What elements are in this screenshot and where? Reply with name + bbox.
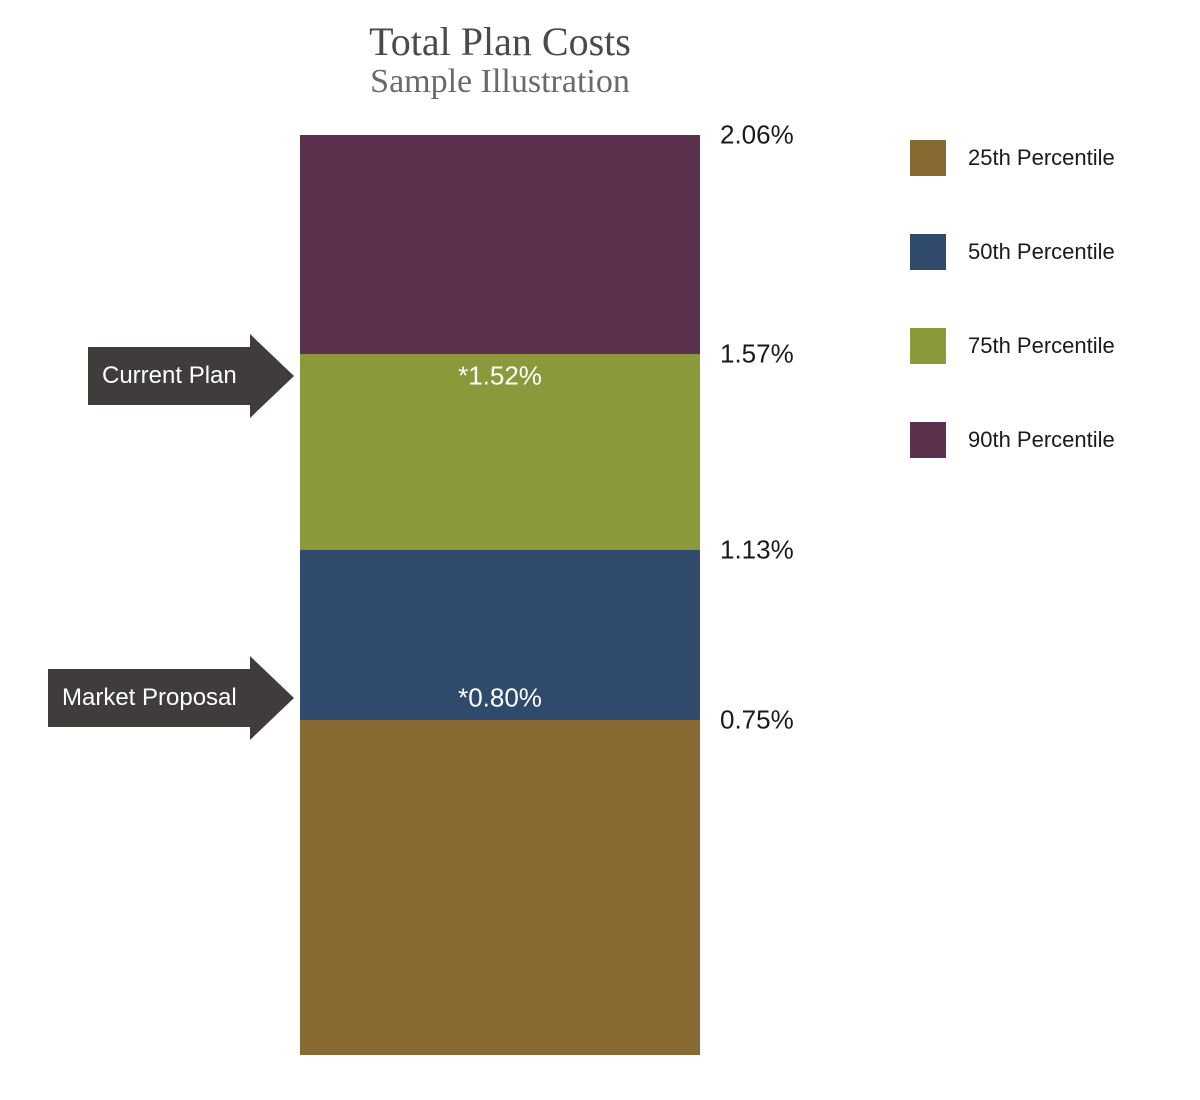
segment-25th <box>300 720 700 1055</box>
legend-swatch <box>910 422 946 458</box>
legend-swatch <box>910 328 946 364</box>
boundary-label: 0.75% <box>720 705 794 736</box>
arrow-label: Market Proposal <box>48 669 251 727</box>
arrow-market-proposal: Market Proposal <box>48 669 294 727</box>
arrow-head-icon <box>250 334 294 418</box>
boundary-label: 2.06% <box>720 120 794 151</box>
legend-swatch <box>910 140 946 176</box>
legend-item-90th: 90th Percentile <box>910 422 1115 458</box>
legend: 25th Percentile 50th Percentile 75th Per… <box>910 140 1115 516</box>
arrow-head-icon <box>250 656 294 740</box>
marker-value-market: *0.80% <box>300 682 700 713</box>
chart-subtitle: Sample Illustration <box>285 63 715 101</box>
arrow-current-plan: Current Plan <box>88 347 294 405</box>
boundary-label: 1.13% <box>720 535 794 566</box>
percentile-bar <box>300 135 700 1055</box>
legend-label: 25th Percentile <box>968 145 1115 171</box>
legend-swatch <box>910 234 946 270</box>
segment-90th <box>300 135 700 354</box>
legend-label: 75th Percentile <box>968 333 1115 359</box>
marker-value-current: *1.52% <box>300 361 700 392</box>
boundary-label: 1.57% <box>720 338 794 369</box>
legend-item-75th: 75th Percentile <box>910 328 1115 364</box>
legend-item-25th: 25th Percentile <box>910 140 1115 176</box>
chart-title-block: Total Plan Costs Sample Illustration <box>285 18 715 101</box>
legend-item-50th: 50th Percentile <box>910 234 1115 270</box>
legend-label: 90th Percentile <box>968 427 1115 453</box>
legend-label: 50th Percentile <box>968 239 1115 265</box>
chart-title: Total Plan Costs <box>285 18 715 65</box>
arrow-label: Current Plan <box>88 347 251 405</box>
